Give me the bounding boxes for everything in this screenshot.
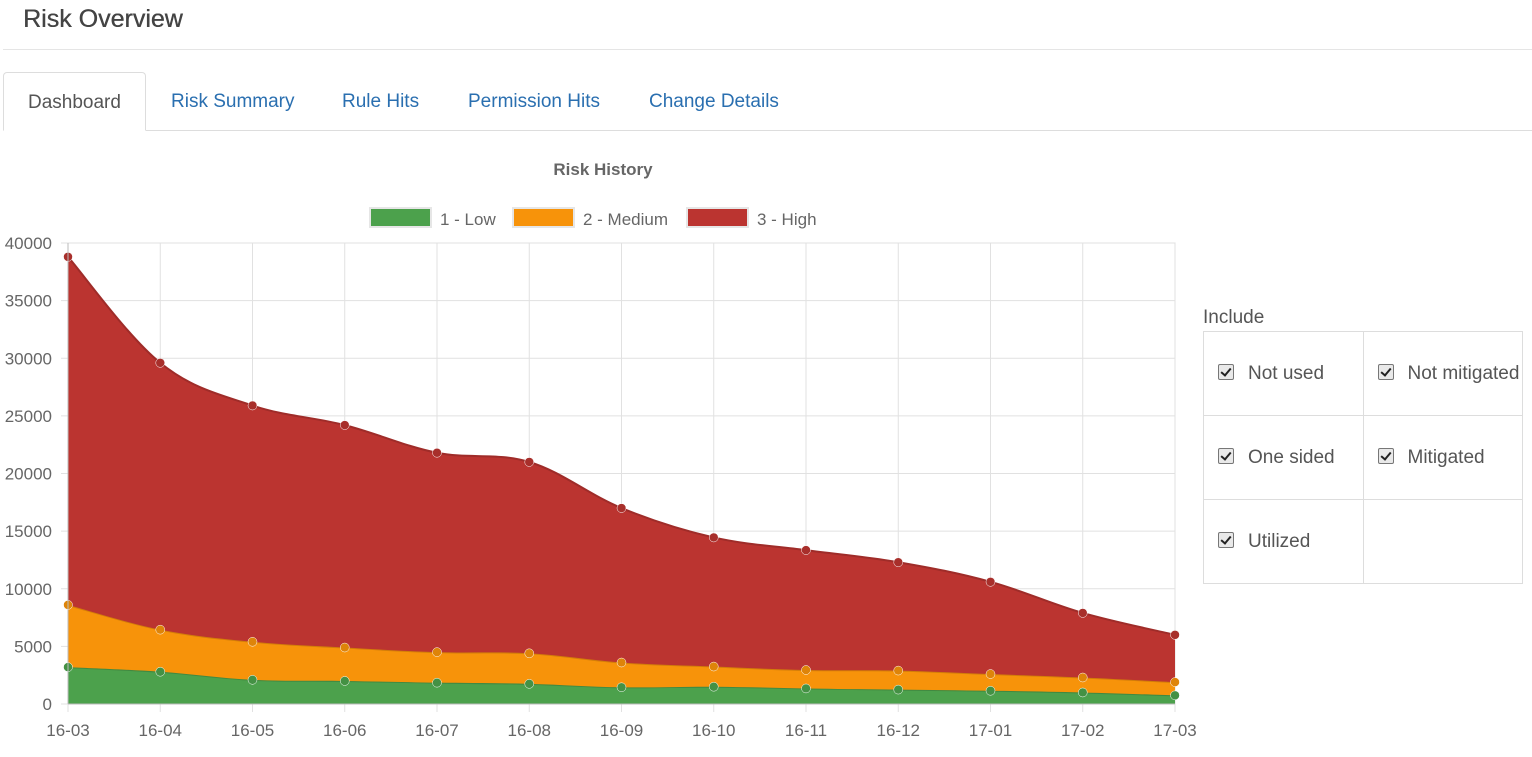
data-point[interactable] bbox=[1078, 687, 1088, 698]
area-series[interactable] bbox=[68, 256, 1175, 683]
legend-swatch[interactable] bbox=[512, 207, 575, 228]
data-point[interactable] bbox=[1078, 672, 1088, 683]
legend-swatch[interactable] bbox=[686, 207, 749, 228]
x-tick-label: 16-10 bbox=[692, 721, 735, 740]
data-point[interactable] bbox=[155, 666, 165, 677]
y-tick-label: 10000 bbox=[5, 580, 52, 599]
x-tick-label: 16-03 bbox=[46, 721, 89, 740]
tab-bar: Dashboard Risk Summary Rule Hits Permiss… bbox=[3, 72, 1532, 131]
include-empty-cell bbox=[1362, 499, 1523, 584]
tab-permission-hits[interactable]: Permission Hits bbox=[468, 91, 600, 112]
chart-points bbox=[63, 252, 1180, 701]
data-point[interactable] bbox=[1170, 630, 1180, 640]
data-point[interactable] bbox=[985, 685, 996, 696]
data-point[interactable] bbox=[985, 669, 996, 679]
data-point[interactable] bbox=[801, 683, 811, 694]
data-point[interactable] bbox=[985, 577, 996, 587]
x-tick-label: 16-07 bbox=[415, 721, 458, 740]
checkbox-checked-icon[interactable] bbox=[1377, 363, 1394, 380]
x-tick-label: 16-11 bbox=[785, 721, 827, 740]
checkbox-checked-icon[interactable] bbox=[1218, 447, 1234, 464]
data-point[interactable] bbox=[247, 637, 258, 647]
include-option[interactable]: Not mitigated bbox=[1362, 331, 1523, 416]
data-point[interactable] bbox=[247, 675, 258, 685]
x-tick-label: 16-09 bbox=[600, 721, 643, 740]
data-point[interactable] bbox=[340, 642, 350, 653]
y-tick-label: 40000 bbox=[5, 234, 52, 253]
y-tick-label: 30000 bbox=[5, 349, 52, 368]
include-option[interactable]: Not used bbox=[1203, 331, 1364, 416]
data-point[interactable] bbox=[432, 448, 442, 458]
tab-change-details[interactable]: Change Details bbox=[649, 91, 779, 112]
data-point[interactable] bbox=[1170, 690, 1180, 701]
include-label: Include bbox=[1203, 307, 1265, 328]
x-tick-label: 16-06 bbox=[323, 721, 366, 740]
tab-rule-hits[interactable]: Rule Hits bbox=[342, 91, 420, 112]
include-option[interactable]: One sided bbox=[1203, 415, 1364, 500]
data-point[interactable] bbox=[432, 647, 442, 657]
data-point[interactable] bbox=[1170, 677, 1180, 687]
x-tick-label: 17-01 bbox=[969, 721, 1012, 740]
x-tick-label: 16-12 bbox=[877, 721, 920, 740]
data-point[interactable] bbox=[709, 681, 719, 692]
x-tick-label: 16-05 bbox=[231, 721, 274, 740]
data-point[interactable] bbox=[616, 657, 627, 668]
checkbox-checked-icon[interactable] bbox=[1377, 447, 1394, 464]
y-tick-label: 25000 bbox=[5, 407, 52, 426]
chart-axes: 0 5000 10000 15000 20000 25000 30000 35000 40000… bbox=[5, 234, 1197, 740]
data-point[interactable] bbox=[709, 661, 719, 672]
chart-legend: 1 - Low 2 - Medium 3 - High bbox=[369, 207, 817, 229]
risk-history-chart: Risk History 1 - Low 2 - Medium 3 - High 0… bbox=[5, 160, 1197, 740]
legend-swatch[interactable] bbox=[369, 207, 432, 228]
data-point[interactable] bbox=[247, 400, 258, 411]
data-point[interactable] bbox=[155, 358, 165, 368]
legend-label[interactable]: 3 - High bbox=[757, 210, 817, 229]
data-point[interactable] bbox=[893, 684, 903, 695]
legend-label[interactable]: 1 - Low bbox=[440, 210, 496, 229]
include-option[interactable]: Mitigated bbox=[1362, 415, 1523, 500]
checkbox-checked-icon[interactable] bbox=[1218, 531, 1234, 548]
y-tick-label: 15000 bbox=[5, 522, 52, 541]
chart-title: Risk History bbox=[553, 160, 653, 179]
title-divider bbox=[3, 49, 1532, 50]
tab-risk-summary[interactable]: Risk Summary bbox=[171, 91, 295, 112]
x-tick-label: 17-02 bbox=[1061, 721, 1104, 740]
data-point[interactable] bbox=[524, 679, 534, 689]
data-point[interactable] bbox=[709, 532, 719, 543]
x-tick-label: 16-08 bbox=[508, 721, 551, 740]
data-point[interactable] bbox=[340, 676, 350, 686]
data-point[interactable] bbox=[616, 682, 627, 693]
x-tick-label: 17-03 bbox=[1153, 721, 1196, 740]
y-tick-label: 5000 bbox=[14, 637, 52, 656]
checkbox-checked-icon[interactable] bbox=[1218, 363, 1234, 380]
data-point[interactable] bbox=[1078, 608, 1088, 618]
y-tick-label: 20000 bbox=[5, 465, 52, 484]
data-point[interactable] bbox=[155, 624, 165, 635]
data-point[interactable] bbox=[801, 665, 811, 675]
y-tick-label: 35000 bbox=[5, 292, 52, 311]
data-point[interactable] bbox=[893, 665, 903, 676]
data-point[interactable] bbox=[893, 557, 903, 567]
x-tick-label: 16-04 bbox=[139, 721, 182, 740]
y-tick-label: 0 bbox=[43, 695, 52, 714]
area-series[interactable] bbox=[68, 667, 1175, 704]
page-title: Risk Overview bbox=[23, 5, 183, 33]
include-option[interactable]: Utilized bbox=[1203, 499, 1364, 584]
tab-dashboard[interactable]: Dashboard bbox=[3, 72, 146, 131]
data-point[interactable] bbox=[616, 503, 627, 513]
data-point[interactable] bbox=[801, 545, 811, 555]
data-point[interactable] bbox=[340, 420, 350, 430]
include-filter-table: Not used Not mitigated One sided Mitigat… bbox=[1203, 331, 1523, 584]
data-point[interactable] bbox=[524, 648, 534, 659]
data-point[interactable] bbox=[432, 677, 442, 688]
legend-label[interactable]: 2 - Medium bbox=[583, 210, 668, 229]
data-point[interactable] bbox=[524, 457, 534, 467]
